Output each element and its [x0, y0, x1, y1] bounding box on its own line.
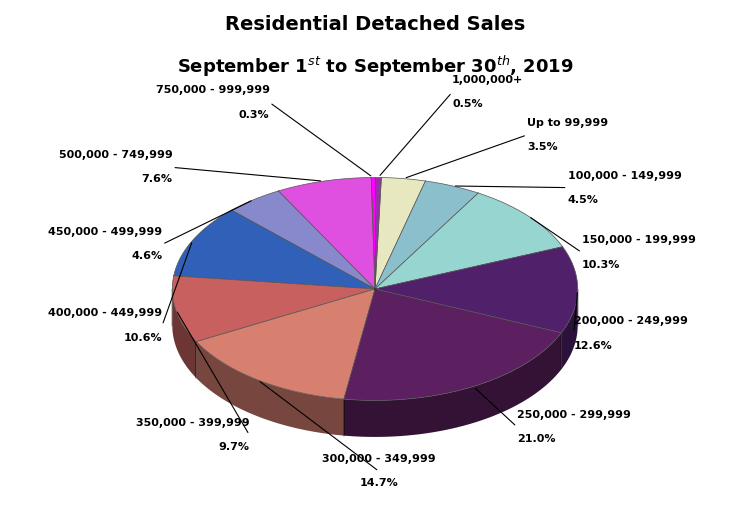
Polygon shape	[375, 181, 478, 289]
Text: 9.7%: 9.7%	[218, 442, 249, 452]
Text: 350,000 - 399,999: 350,000 - 399,999	[136, 418, 249, 428]
Text: Residential Detached Sales: Residential Detached Sales	[225, 15, 525, 35]
Text: 150,000 - 199,999: 150,000 - 199,999	[582, 235, 696, 246]
Polygon shape	[375, 247, 578, 333]
Text: 400,000 - 449,999: 400,000 - 449,999	[48, 309, 162, 318]
Text: Up to 99,999: Up to 99,999	[527, 118, 608, 128]
Text: 12.6%: 12.6%	[574, 341, 613, 351]
Text: 4.6%: 4.6%	[131, 251, 162, 262]
Text: 0.3%: 0.3%	[239, 109, 269, 120]
Text: 21.0%: 21.0%	[517, 434, 556, 444]
Text: 450,000 - 499,999: 450,000 - 499,999	[48, 227, 162, 237]
Polygon shape	[375, 193, 562, 289]
Polygon shape	[174, 210, 375, 289]
Polygon shape	[375, 178, 381, 289]
Polygon shape	[196, 289, 375, 399]
Polygon shape	[344, 289, 562, 400]
Polygon shape	[562, 289, 578, 369]
Text: 100,000 - 149,999: 100,000 - 149,999	[568, 170, 682, 181]
Text: 750,000 - 999,999: 750,000 - 999,999	[155, 85, 269, 95]
Text: 4.5%: 4.5%	[568, 195, 598, 205]
Text: 250,000 - 299,999: 250,000 - 299,999	[517, 410, 631, 420]
Polygon shape	[172, 289, 196, 378]
Text: 200,000 - 249,999: 200,000 - 249,999	[574, 316, 688, 327]
Polygon shape	[172, 276, 375, 342]
Text: 0.5%: 0.5%	[452, 100, 483, 109]
Text: September 1$^{st}$ to September 30$^{th}$, 2019: September 1$^{st}$ to September 30$^{th}…	[177, 54, 573, 79]
Polygon shape	[371, 178, 375, 289]
Text: 300,000 - 349,999: 300,000 - 349,999	[322, 454, 436, 464]
Polygon shape	[232, 191, 375, 289]
Text: 500,000 - 749,999: 500,000 - 749,999	[58, 150, 172, 160]
Polygon shape	[196, 342, 344, 436]
Text: 7.6%: 7.6%	[141, 174, 172, 184]
Polygon shape	[344, 333, 562, 437]
Text: 10.6%: 10.6%	[124, 332, 162, 343]
Text: 3.5%: 3.5%	[527, 142, 558, 152]
Text: 14.7%: 14.7%	[360, 478, 398, 489]
Text: 1,000,000+: 1,000,000+	[452, 75, 524, 85]
Polygon shape	[278, 178, 375, 289]
Text: 10.3%: 10.3%	[582, 260, 620, 269]
Polygon shape	[375, 178, 425, 289]
